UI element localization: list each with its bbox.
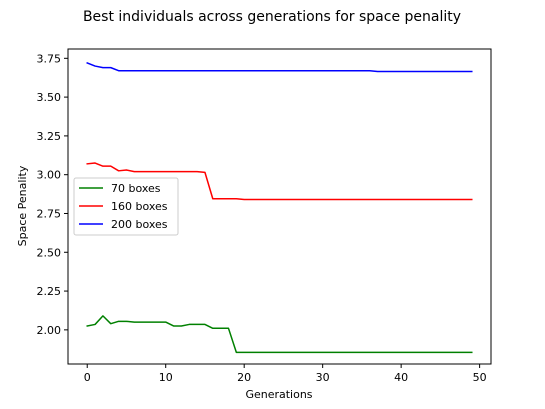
legend-label-0: 70 boxes [111,182,161,195]
series-line-1 [86,162,473,201]
x-tick-label: 30 [316,371,330,384]
legend-label-1: 160 boxes [111,200,168,213]
x-tick-label: 40 [394,371,408,384]
series-line-2 [86,61,473,73]
x-axis-label: Generations [245,388,312,401]
x-tick-label: 0 [84,371,91,384]
y-tick-label: 2.50 [37,246,62,259]
x-tick-label: 50 [473,371,487,384]
x-tick-label: 20 [237,371,251,384]
x-tick-label: 10 [159,371,173,384]
chart-title: Best individuals across generations for … [83,9,461,25]
y-tick-label: 2.25 [37,285,62,298]
legend-label-2: 200 boxes [111,218,168,231]
plot-frame [67,48,492,365]
x-axis: 0 10 20 30 40 50 [84,364,487,384]
legend: 70 boxes 160 boxes 200 boxes [73,177,179,236]
y-axis-label: Space Penality [16,165,29,246]
y-tick-label: 3.75 [37,52,62,65]
y-tick-label: 3.25 [37,130,62,143]
legend-box [73,177,179,236]
series-line-0 [86,315,473,354]
y-axis: 2.00 2.25 2.50 2.75 3.00 3.25 3.50 3.75 [37,52,68,337]
y-tick-label: 2.00 [37,324,62,337]
y-tick-label: 2.75 [37,207,62,220]
y-tick-label: 3.50 [37,91,62,104]
y-tick-label: 3.00 [37,169,62,182]
plot-area [86,61,473,354]
